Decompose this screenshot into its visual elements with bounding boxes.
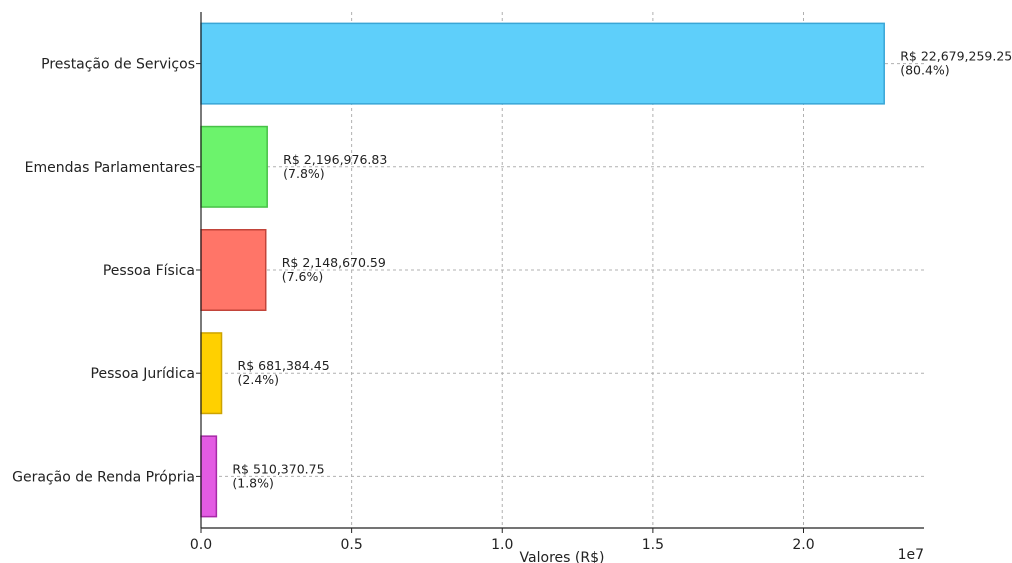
bar [200, 125, 268, 208]
category-label: Pessoa Jurídica [91, 366, 195, 382]
data-label-value: R$ 681,384.45 [238, 358, 330, 373]
x-tick-label: 0.5 [340, 537, 362, 553]
data-label-value: R$ 2,148,670.59 [282, 255, 386, 270]
category-label: Geração de Renda Própria [12, 469, 195, 485]
data-label-value: R$ 22,679,259.25 [900, 49, 1012, 64]
axis-layer [200, 12, 924, 529]
x-tick-label: 0.0 [190, 537, 212, 553]
data-label-percent: (80.4%) [900, 63, 949, 78]
bar [200, 332, 223, 415]
data-label-percent: (7.6%) [282, 269, 324, 284]
bar [200, 229, 267, 311]
x-axis-label: Valores (R$) [520, 550, 605, 563]
bar [200, 435, 218, 518]
category-label: Prestação de Serviços [41, 57, 195, 73]
x-tick-label: 2.0 [792, 537, 814, 553]
data-label-value: R$ 2,196,976.83 [283, 152, 387, 167]
category-label: Pessoa Física [103, 263, 195, 279]
x-tick-label: 1.0 [491, 537, 513, 553]
bar-layer [200, 22, 885, 518]
x-tick-label: 1.5 [642, 537, 664, 553]
data-label-value: R$ 510,370.75 [232, 461, 324, 476]
label-layer: 0.0 0.5 1.0 1.5 2.0 Prestação de Serviços R$ 2… [12, 49, 1012, 553]
category-label: Emendas Parlamentares [25, 160, 195, 176]
bar [200, 22, 885, 105]
x-axis-scale-label: 1e7 [898, 547, 924, 563]
data-label-percent: (7.8%) [283, 166, 325, 181]
data-label-percent: (1.8%) [232, 475, 274, 490]
data-label-percent: (2.4%) [238, 372, 280, 387]
